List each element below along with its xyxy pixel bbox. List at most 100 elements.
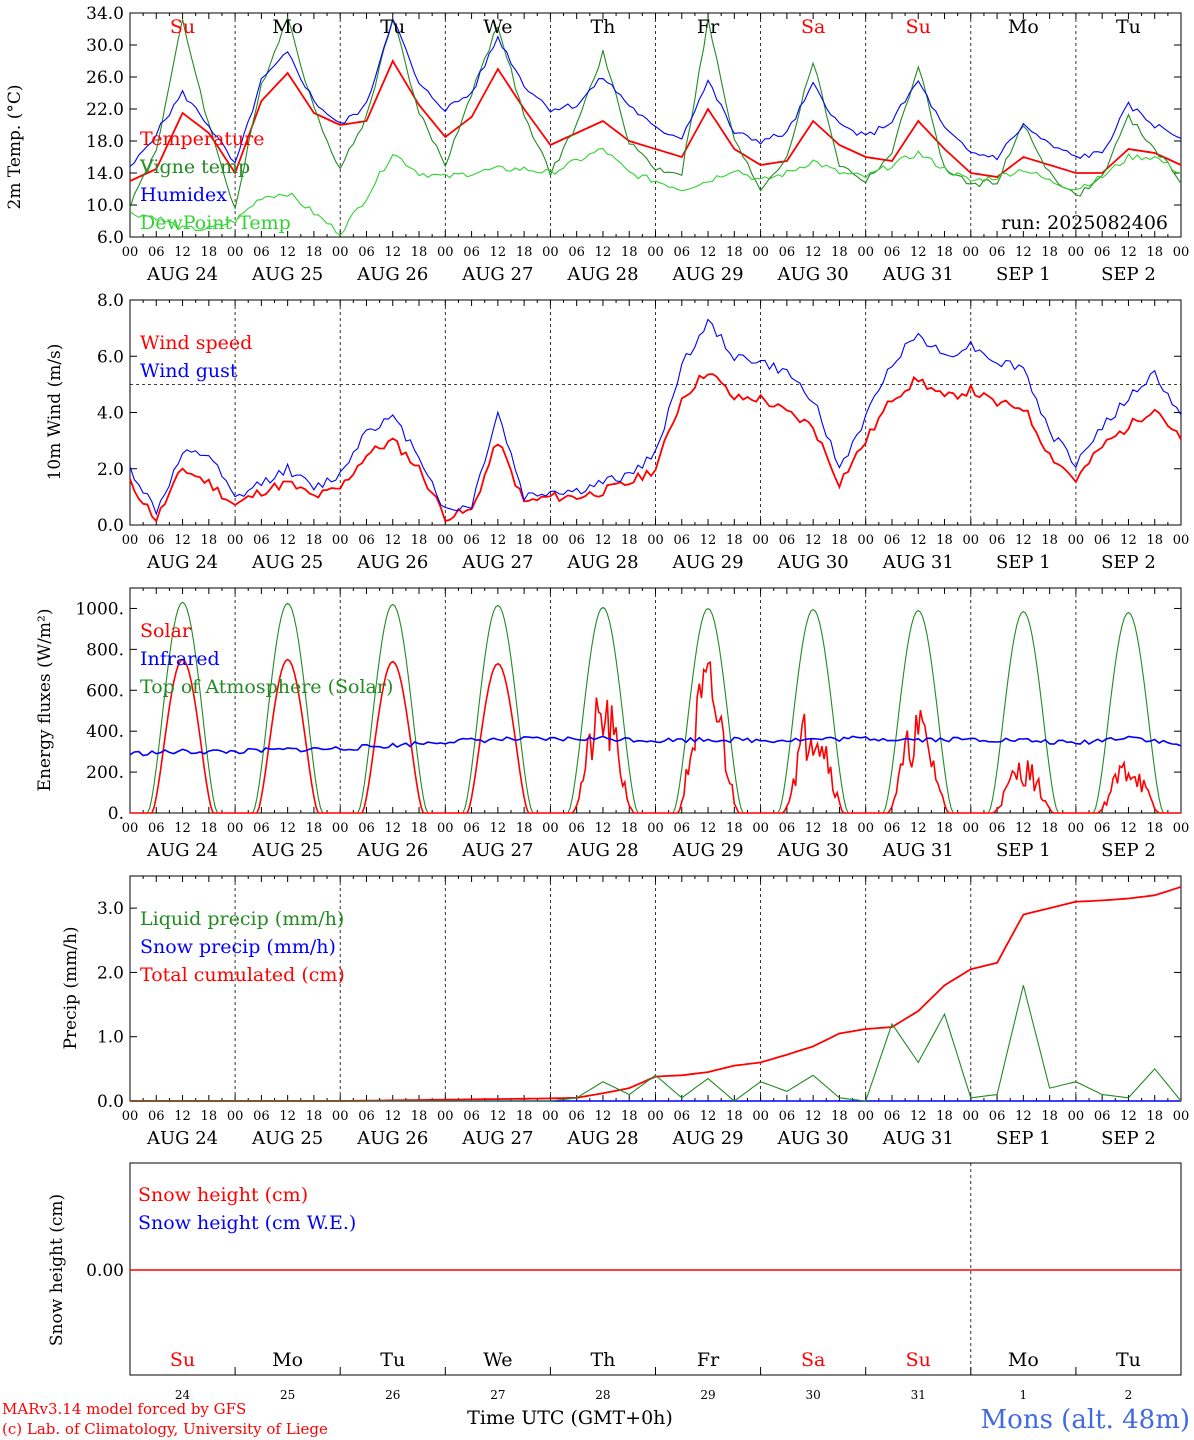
plot-frame-temp <box>129 12 1182 238</box>
x-hour-label: 06 <box>1094 245 1111 260</box>
x-hour-label: 00 <box>1068 533 1085 548</box>
x-hour-label: 00 <box>1068 821 1085 836</box>
legend-entry: Solar <box>140 620 192 642</box>
x-hour-label: 06 <box>674 533 691 548</box>
x-hour-label: 00 <box>963 821 980 836</box>
x-date-label: SEP 2 <box>1101 264 1156 285</box>
x-hour-label: 12 <box>384 821 401 836</box>
weekday-label: Su <box>170 16 195 38</box>
x-hour-label: 00 <box>647 533 664 548</box>
series-humidex <box>129 17 1182 167</box>
y-tick-label: 30.0 <box>86 36 124 56</box>
legend-entry: Vigne temp <box>139 156 250 178</box>
legend-entry: Infrared <box>140 648 220 670</box>
x-hour-label: 06 <box>1094 533 1111 548</box>
x-hour-label: 00 <box>1173 1109 1190 1124</box>
run-annotation: run: 2025082406 <box>1001 212 1168 234</box>
y-tick-label: 4.0 <box>97 404 124 424</box>
x-hour-label: 18 <box>516 1109 533 1124</box>
x-hour-label: 12 <box>490 245 507 260</box>
y-tick-label: 2.0 <box>97 460 124 480</box>
series-infrared <box>129 735 1182 757</box>
x-hour-label: 12 <box>805 821 822 836</box>
x-hour-label: 06 <box>884 533 901 548</box>
x-hour-label: 06 <box>463 533 480 548</box>
weekday-label: Fr <box>697 1349 720 1371</box>
x-hour-label: 00 <box>332 1109 349 1124</box>
x-date-label: AUG 28 <box>566 840 638 861</box>
x-hour-label: 06 <box>148 245 165 260</box>
x-date-label: AUG 27 <box>461 264 533 285</box>
x-hour-label: 18 <box>306 821 323 836</box>
x-date-label: AUG 31 <box>882 264 954 285</box>
x-hour-label: 00 <box>542 1109 559 1124</box>
y-tick-label: 8.0 <box>97 291 124 311</box>
x-hour-label: 00 <box>332 533 349 548</box>
x-hour-label: 18 <box>1041 821 1058 836</box>
x-date-label: SEP 1 <box>996 840 1051 861</box>
x-hour-label: 00 <box>542 245 559 260</box>
x-hour-label: 00 <box>437 533 454 548</box>
y-tick-label: 200. <box>86 763 124 783</box>
x-date-label: AUG 25 <box>251 264 323 285</box>
x-hour-label: 00 <box>227 821 244 836</box>
x-hour-label: 12 <box>595 1109 612 1124</box>
x-hour-label: 18 <box>621 1109 638 1124</box>
y-axis-label: 10m Wind (m/s) <box>45 344 65 481</box>
x-hour-label: 18 <box>201 1109 218 1124</box>
x-hour-label: 18 <box>1146 245 1163 260</box>
x-hour-label: 18 <box>1146 1109 1163 1124</box>
x-date-label: AUG 30 <box>777 264 849 285</box>
x-hour-label: 12 <box>1015 1109 1032 1124</box>
x-date-label: SEP 2 <box>1101 840 1156 861</box>
x-hour-label: 00 <box>857 821 874 836</box>
x-hour-label: 06 <box>674 1109 691 1124</box>
y-axis-label: Precip (mm/h) <box>61 926 81 1049</box>
y-tick-label: 14.0 <box>86 164 124 184</box>
y-tick-label: 22.0 <box>86 100 124 120</box>
weekday-label: Sa <box>801 16 825 38</box>
y-tick-label: 3.0 <box>97 899 124 919</box>
x-hour-label: 06 <box>148 1109 165 1124</box>
series-liquid-precip-mm-h- <box>130 985 1182 1102</box>
x-hour-label: 12 <box>490 1109 507 1124</box>
legend-entry: Snow precip (mm/h) <box>140 936 336 958</box>
x-hour-label: 18 <box>1041 1109 1058 1124</box>
x-hour-label: 12 <box>700 1109 717 1124</box>
x-hour-label: 00 <box>752 1109 769 1124</box>
weekday-label: Su <box>906 16 931 38</box>
x-date-label: AUG 27 <box>461 552 533 573</box>
x-hour-label: 06 <box>568 533 585 548</box>
weekday-label: Mo <box>272 1349 303 1371</box>
x-hour-label: 06 <box>779 533 796 548</box>
y-tick-label: 0.0 <box>97 516 124 536</box>
legend-entry: Top of Atmosphere (Solar) <box>140 676 393 698</box>
legend-entry: DewPoint Temp <box>140 212 291 234</box>
day-number-label: 27 <box>490 1388 505 1402</box>
y-tick-label: 1.0 <box>97 1028 124 1048</box>
series-wind-speed <box>129 373 1182 523</box>
x-hour-label: 12 <box>174 533 191 548</box>
x-hour-label: 18 <box>306 533 323 548</box>
series-solar <box>130 658 1181 814</box>
x-hour-label: 06 <box>989 533 1006 548</box>
x-date-label: AUG 29 <box>671 264 743 285</box>
x-hour-label: 18 <box>621 821 638 836</box>
x-date-label: AUG 26 <box>356 264 428 285</box>
x-hour-label: 12 <box>1015 821 1032 836</box>
credit-line-2: (c) Lab. of Climatology, University of L… <box>2 1420 328 1438</box>
x-hour-label: 12 <box>595 245 612 260</box>
y-tick-label: 10.0 <box>86 196 124 216</box>
x-hour-label: 12 <box>910 245 927 260</box>
weekday-label: Fr <box>697 16 720 38</box>
y-tick-label: 400. <box>86 722 124 742</box>
x-hour-label: 12 <box>700 533 717 548</box>
x-hour-label: 00 <box>227 533 244 548</box>
x-hour-label: 18 <box>411 821 428 836</box>
x-hour-label: 00 <box>963 1109 980 1124</box>
x-hour-label: 18 <box>831 533 848 548</box>
plot-frame-energy <box>129 587 1182 814</box>
x-hour-label: 00 <box>963 533 980 548</box>
x-hour-label: 18 <box>726 1109 743 1124</box>
x-hour-label: 12 <box>700 245 717 260</box>
